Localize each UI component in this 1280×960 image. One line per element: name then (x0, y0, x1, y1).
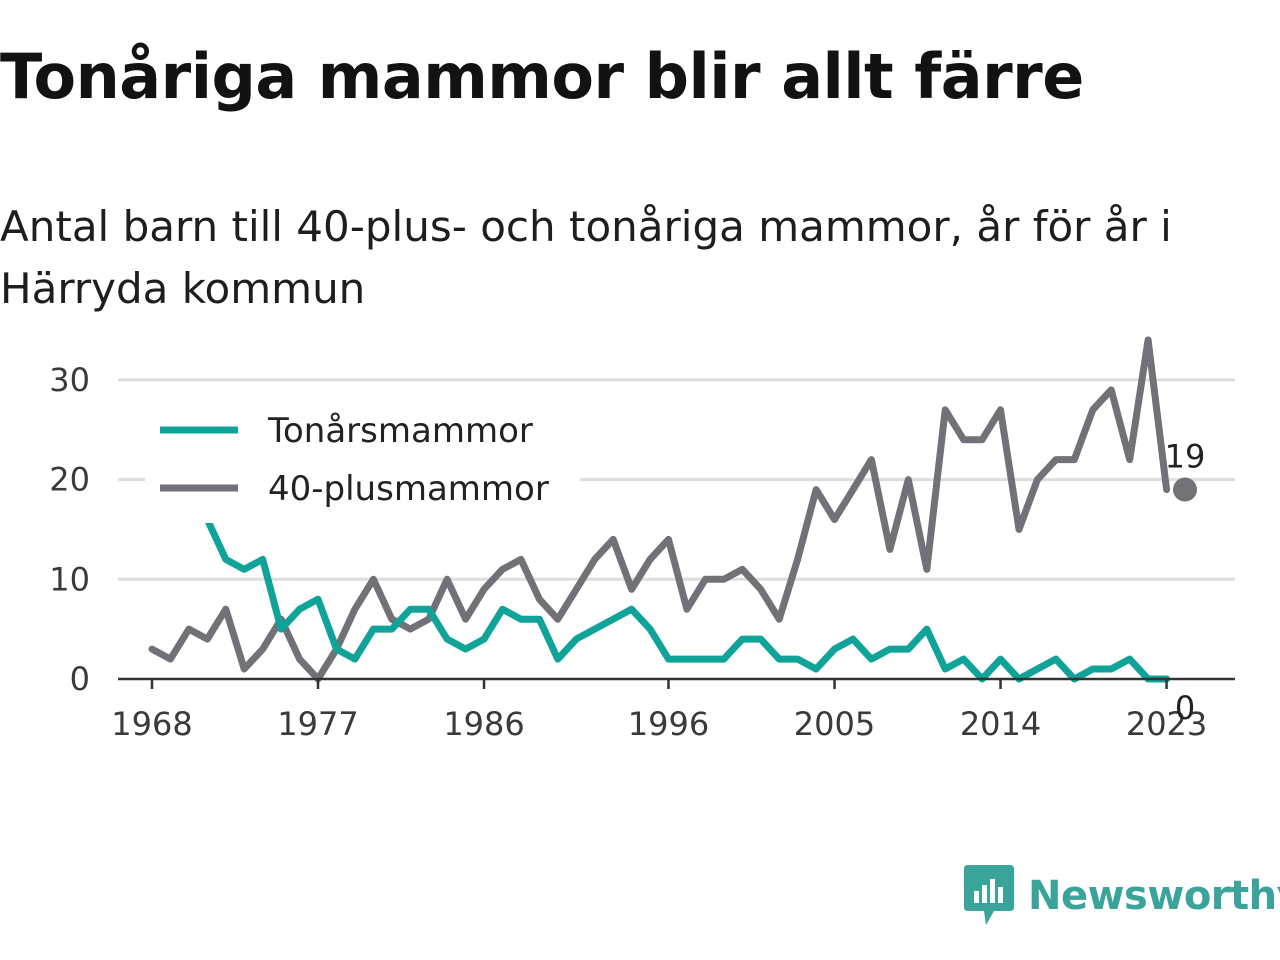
chart-title: Tonåriga mammor blir allt färre (0, 40, 1084, 113)
y-tick-label: 10 (49, 560, 90, 598)
legend-label: 40-plusmammor (268, 469, 549, 509)
legend-background (145, 405, 580, 523)
series-line-40-plusmammor (148, 336, 1171, 683)
y-tick-label: 0 (70, 660, 90, 698)
series-lines (148, 336, 1171, 683)
y-tick-label: 20 (49, 461, 90, 499)
end-label: 0 (1175, 689, 1195, 727)
end-label: 19 (1165, 438, 1206, 476)
x-tick-label: 1977 (277, 705, 358, 743)
y-tick-label: 30 (49, 361, 90, 399)
end-labels: 19 0 (1165, 438, 1206, 727)
series-line-tonårsmammor (148, 496, 1171, 683)
x-tick-label: 1996 (628, 705, 709, 743)
newsworthy-logo: Newsworthy (964, 864, 1280, 928)
end-point-marker (1173, 477, 1197, 502)
x-tick-label: 2023 (1126, 705, 1207, 743)
y-axis-labels: 0 10 20 30 (49, 361, 90, 698)
x-tick-label: 1986 (443, 705, 524, 743)
x-tick-label: 2014 (960, 705, 1041, 743)
bar-chart-logo-icon (964, 865, 1014, 925)
x-tick-label: 2005 (794, 705, 875, 743)
x-axis: 1968 1977 1986 1996 2005 2014 2023 (111, 677, 1235, 743)
legend: Tonårsmammor 40-plusmammor (145, 405, 580, 523)
legend-label: Tonårsmammor (267, 411, 533, 451)
brand-name: Newsworthy (1028, 873, 1280, 919)
chart-subtitle: Antal barn till 40-plus- och tonåriga ma… (0, 202, 1172, 313)
x-tick-label: 1968 (111, 705, 192, 743)
